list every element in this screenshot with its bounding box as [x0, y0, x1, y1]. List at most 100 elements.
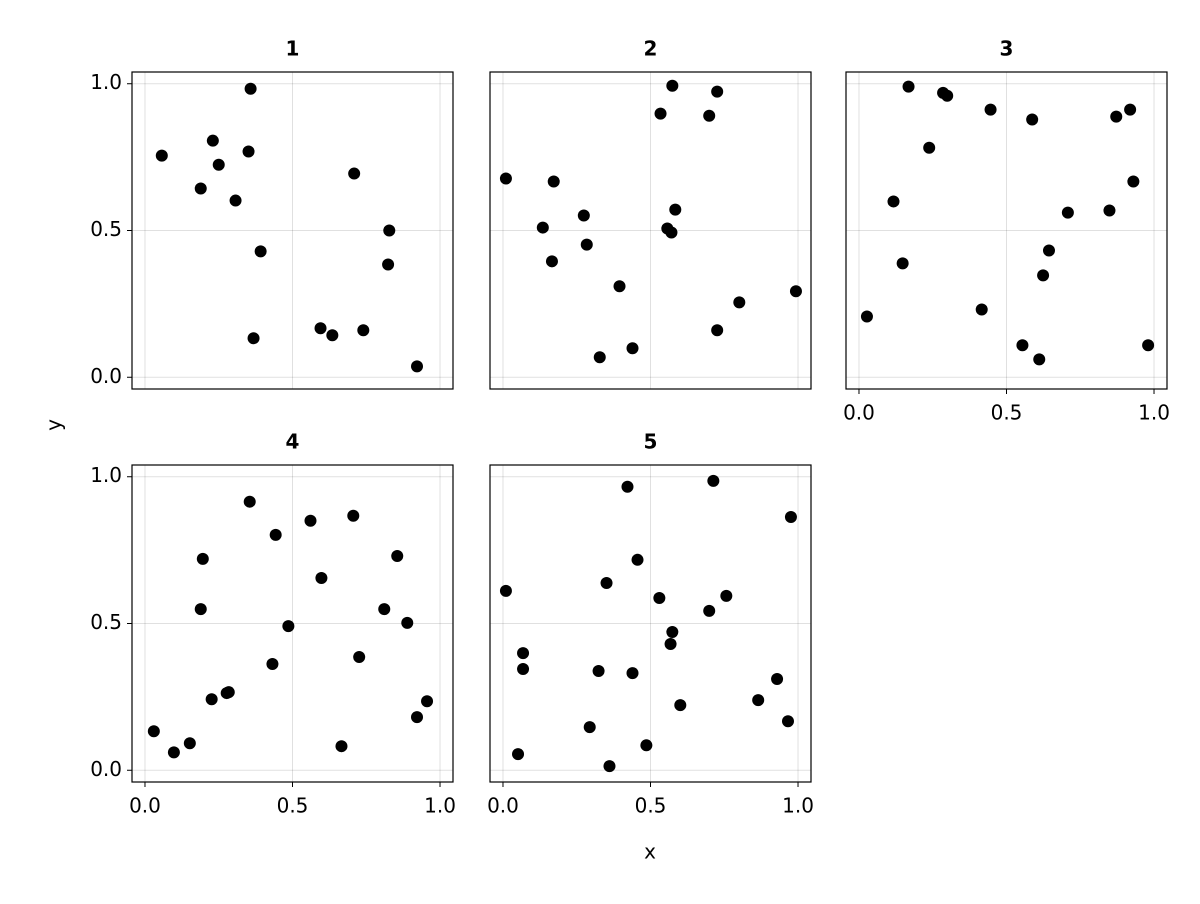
point [592, 665, 605, 678]
y-tick-label: 0.0 [90, 364, 122, 388]
plot-frame [845, 71, 1168, 390]
point [205, 693, 218, 706]
plot-frame [131, 464, 454, 783]
point [1124, 103, 1137, 116]
point [1061, 206, 1074, 219]
point [348, 167, 361, 180]
point [771, 672, 784, 685]
point [664, 638, 677, 651]
point [669, 203, 682, 216]
point [411, 711, 424, 724]
point [242, 145, 255, 158]
point [347, 509, 360, 522]
point [1103, 204, 1116, 217]
point [654, 107, 667, 120]
point [707, 474, 720, 487]
point [674, 699, 687, 712]
panel-title: 3 [1000, 37, 1014, 61]
point [583, 721, 596, 734]
panel-title: 2 [644, 37, 658, 61]
point [600, 576, 613, 589]
point [517, 647, 530, 660]
x-tick-label: 1.0 [1138, 401, 1170, 425]
point [206, 134, 219, 147]
plot-frame [489, 71, 812, 390]
point [781, 715, 794, 728]
point [229, 194, 242, 207]
x-tick-label: 1.0 [424, 794, 456, 818]
point [1127, 175, 1140, 188]
point [984, 103, 997, 116]
point [1110, 110, 1123, 123]
point [860, 310, 873, 323]
point [902, 80, 915, 93]
point [266, 658, 279, 671]
point [613, 280, 626, 293]
point [401, 616, 414, 629]
panel-title: 1 [286, 37, 300, 61]
point [941, 89, 954, 102]
point [335, 740, 348, 753]
point [1037, 269, 1050, 282]
point [183, 737, 196, 750]
point [545, 255, 558, 268]
point [626, 342, 639, 355]
panel-title: 5 [644, 430, 658, 454]
point [247, 332, 260, 345]
point [194, 603, 207, 616]
point [577, 209, 590, 222]
plot-frame [131, 71, 454, 390]
point [314, 322, 327, 335]
point [665, 226, 678, 239]
point [666, 626, 679, 639]
point [789, 285, 802, 298]
point [194, 182, 207, 195]
point [499, 172, 512, 185]
point [666, 79, 679, 92]
point [752, 694, 765, 707]
point [269, 528, 282, 541]
y-tick-label: 0.0 [90, 757, 122, 781]
point [547, 175, 560, 188]
point [1033, 353, 1046, 366]
plot-frame [489, 464, 812, 783]
point [315, 572, 328, 585]
x-tick-label: 0.5 [991, 401, 1023, 425]
point [499, 584, 512, 597]
point [711, 85, 724, 98]
point [603, 760, 616, 773]
point [923, 141, 936, 154]
point [711, 324, 724, 337]
point [517, 662, 530, 675]
point [411, 360, 424, 373]
point [243, 495, 256, 508]
point [254, 245, 267, 258]
point [580, 238, 593, 251]
point [326, 329, 339, 342]
point [222, 686, 235, 699]
x-tick-label: 0.0 [843, 401, 875, 425]
x-tick-label: 0.0 [129, 794, 161, 818]
point [357, 324, 370, 337]
point [212, 158, 225, 171]
point [167, 746, 180, 759]
point [653, 591, 666, 604]
point [378, 603, 391, 616]
point [621, 480, 634, 493]
point [196, 552, 209, 565]
point [1042, 244, 1055, 257]
x-tick-label: 0.5 [277, 794, 309, 818]
point [703, 604, 716, 617]
point [382, 258, 395, 271]
point [593, 351, 606, 364]
y-tick-label: 1.0 [90, 70, 122, 94]
point [784, 510, 797, 523]
x-axis-label: x [644, 840, 656, 864]
point [1142, 339, 1155, 352]
point [631, 553, 644, 566]
point [391, 549, 404, 562]
point [421, 695, 434, 708]
y-axis-label: y [42, 419, 66, 431]
point [1016, 339, 1029, 352]
